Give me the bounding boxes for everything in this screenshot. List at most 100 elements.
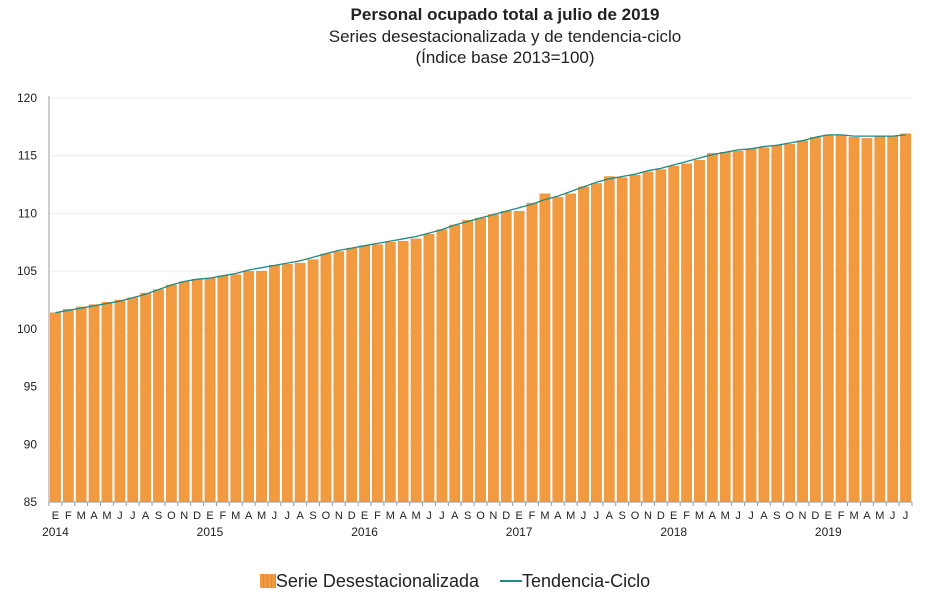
- x-month-label-47: D: [657, 510, 665, 522]
- bar-10: [178, 281, 190, 503]
- x-year-label-2017: 2017: [506, 525, 533, 539]
- x-month-label-46: N: [644, 510, 652, 522]
- bar-8: [153, 289, 164, 503]
- x-month-label-10: N: [180, 510, 188, 522]
- x-month-label-14: M: [231, 510, 240, 522]
- y-tick-label-90: 90: [24, 437, 38, 451]
- bar-47: [655, 169, 667, 503]
- x-month-label-12: E: [206, 510, 213, 522]
- bar-37: [526, 202, 538, 503]
- bar-16: [256, 270, 267, 503]
- x-month-label-52: M: [721, 510, 730, 522]
- bar-1: [62, 309, 74, 503]
- x-month-label-34: N: [489, 510, 497, 522]
- bar-18: [281, 264, 293, 503]
- x-month-label-16: M: [257, 510, 266, 522]
- y-tick-label-120: 120: [17, 91, 37, 105]
- bar-43: [603, 176, 615, 503]
- bar-2: [75, 306, 87, 503]
- y-tick-label-105: 105: [17, 264, 37, 278]
- x-month-label-21: O: [322, 510, 331, 522]
- bar-30: [436, 229, 448, 503]
- bar-64: [874, 135, 886, 503]
- y-tick-label-85: 85: [24, 495, 38, 509]
- y-tick-label-110: 110: [18, 206, 37, 220]
- bar-21: [320, 253, 332, 503]
- x-month-label-13: F: [220, 510, 227, 522]
- bar-50: [694, 160, 705, 503]
- x-month-label-7: A: [142, 510, 150, 522]
- x-year-label-2018: 2018: [660, 525, 687, 539]
- bar-28: [410, 238, 422, 503]
- bar-40: [565, 193, 577, 503]
- bar-53: [732, 150, 744, 503]
- bar-31: [449, 224, 461, 503]
- x-month-label-39: A: [554, 510, 562, 522]
- x-month-label-50: M: [695, 510, 704, 522]
- bar-61: [835, 134, 847, 503]
- bar-51: [706, 153, 718, 503]
- x-month-label-55: A: [760, 510, 768, 522]
- legend-item-bars: Serie Desestacionalizada: [259, 569, 480, 593]
- x-month-label-42: J: [594, 510, 600, 522]
- x-month-label-57: O: [785, 510, 794, 522]
- x-month-label-53: J: [735, 510, 741, 522]
- y-tick-label-115: 115: [18, 149, 37, 163]
- bar-32: [462, 220, 473, 503]
- legend-line-swatch: [500, 580, 523, 583]
- bar-27: [397, 240, 409, 503]
- x-month-label-49: F: [683, 510, 690, 522]
- bar-9: [166, 284, 177, 503]
- bar-48: [668, 165, 680, 503]
- x-month-label-64: M: [875, 510, 884, 522]
- bar-17: [269, 265, 280, 503]
- x-month-label-15: A: [245, 510, 253, 522]
- chart-subtitle-base: (Índice base 2013=100): [415, 48, 595, 67]
- bar-36: [513, 210, 525, 503]
- x-month-label-4: M: [102, 510, 111, 522]
- bar-29: [423, 234, 435, 503]
- legend-label-line: Tendencia-Ciclo: [522, 571, 651, 592]
- legend-label-bars: Serie Desestacionalizada: [275, 571, 480, 592]
- bar-3: [88, 304, 100, 503]
- x-month-label-32: S: [464, 510, 471, 522]
- bar-44: [616, 177, 628, 503]
- x-month-label-44: S: [619, 510, 626, 522]
- x-month-label-59: D: [811, 510, 819, 522]
- x-month-label-61: F: [838, 510, 845, 522]
- bar-57: [784, 143, 795, 503]
- x-month-label-22: N: [335, 510, 343, 522]
- x-month-label-38: M: [540, 510, 549, 522]
- x-month-label-51: A: [709, 510, 717, 522]
- bar-11: [191, 279, 203, 503]
- x-month-label-0: E: [52, 510, 59, 522]
- bar-38: [539, 193, 551, 503]
- y-tick-label-100: 100: [17, 322, 37, 336]
- bar-26: [384, 242, 396, 503]
- x-month-label-66: J: [903, 510, 909, 522]
- x-month-label-3: A: [90, 510, 98, 522]
- x-month-label-2: M: [77, 510, 86, 522]
- bar-23: [346, 247, 358, 503]
- x-month-label-25: F: [374, 510, 381, 522]
- legend-bar-swatch: [259, 574, 276, 589]
- chart-titles: Personal ocupado total a julio de 2019 S…: [0, 4, 930, 68]
- bar-25: [372, 244, 383, 503]
- bar-42: [591, 183, 602, 503]
- bar-34: [488, 214, 499, 503]
- bar-13: [217, 275, 229, 503]
- bar-65: [887, 135, 899, 503]
- x-month-label-48: E: [670, 510, 677, 522]
- x-month-label-29: J: [426, 510, 432, 522]
- chart-subtitle: Series desestacionalizada y de tendencia…: [328, 27, 682, 46]
- bar-19: [294, 262, 306, 503]
- bar-54: [745, 148, 757, 503]
- bar-6: [127, 297, 139, 503]
- bar-55: [758, 147, 770, 503]
- bar-7: [140, 292, 151, 503]
- x-month-label-1: F: [65, 510, 72, 522]
- chart-title: Personal ocupado total a julio de 2019: [350, 5, 660, 24]
- bar-56: [771, 145, 783, 503]
- x-month-label-17: J: [272, 510, 278, 522]
